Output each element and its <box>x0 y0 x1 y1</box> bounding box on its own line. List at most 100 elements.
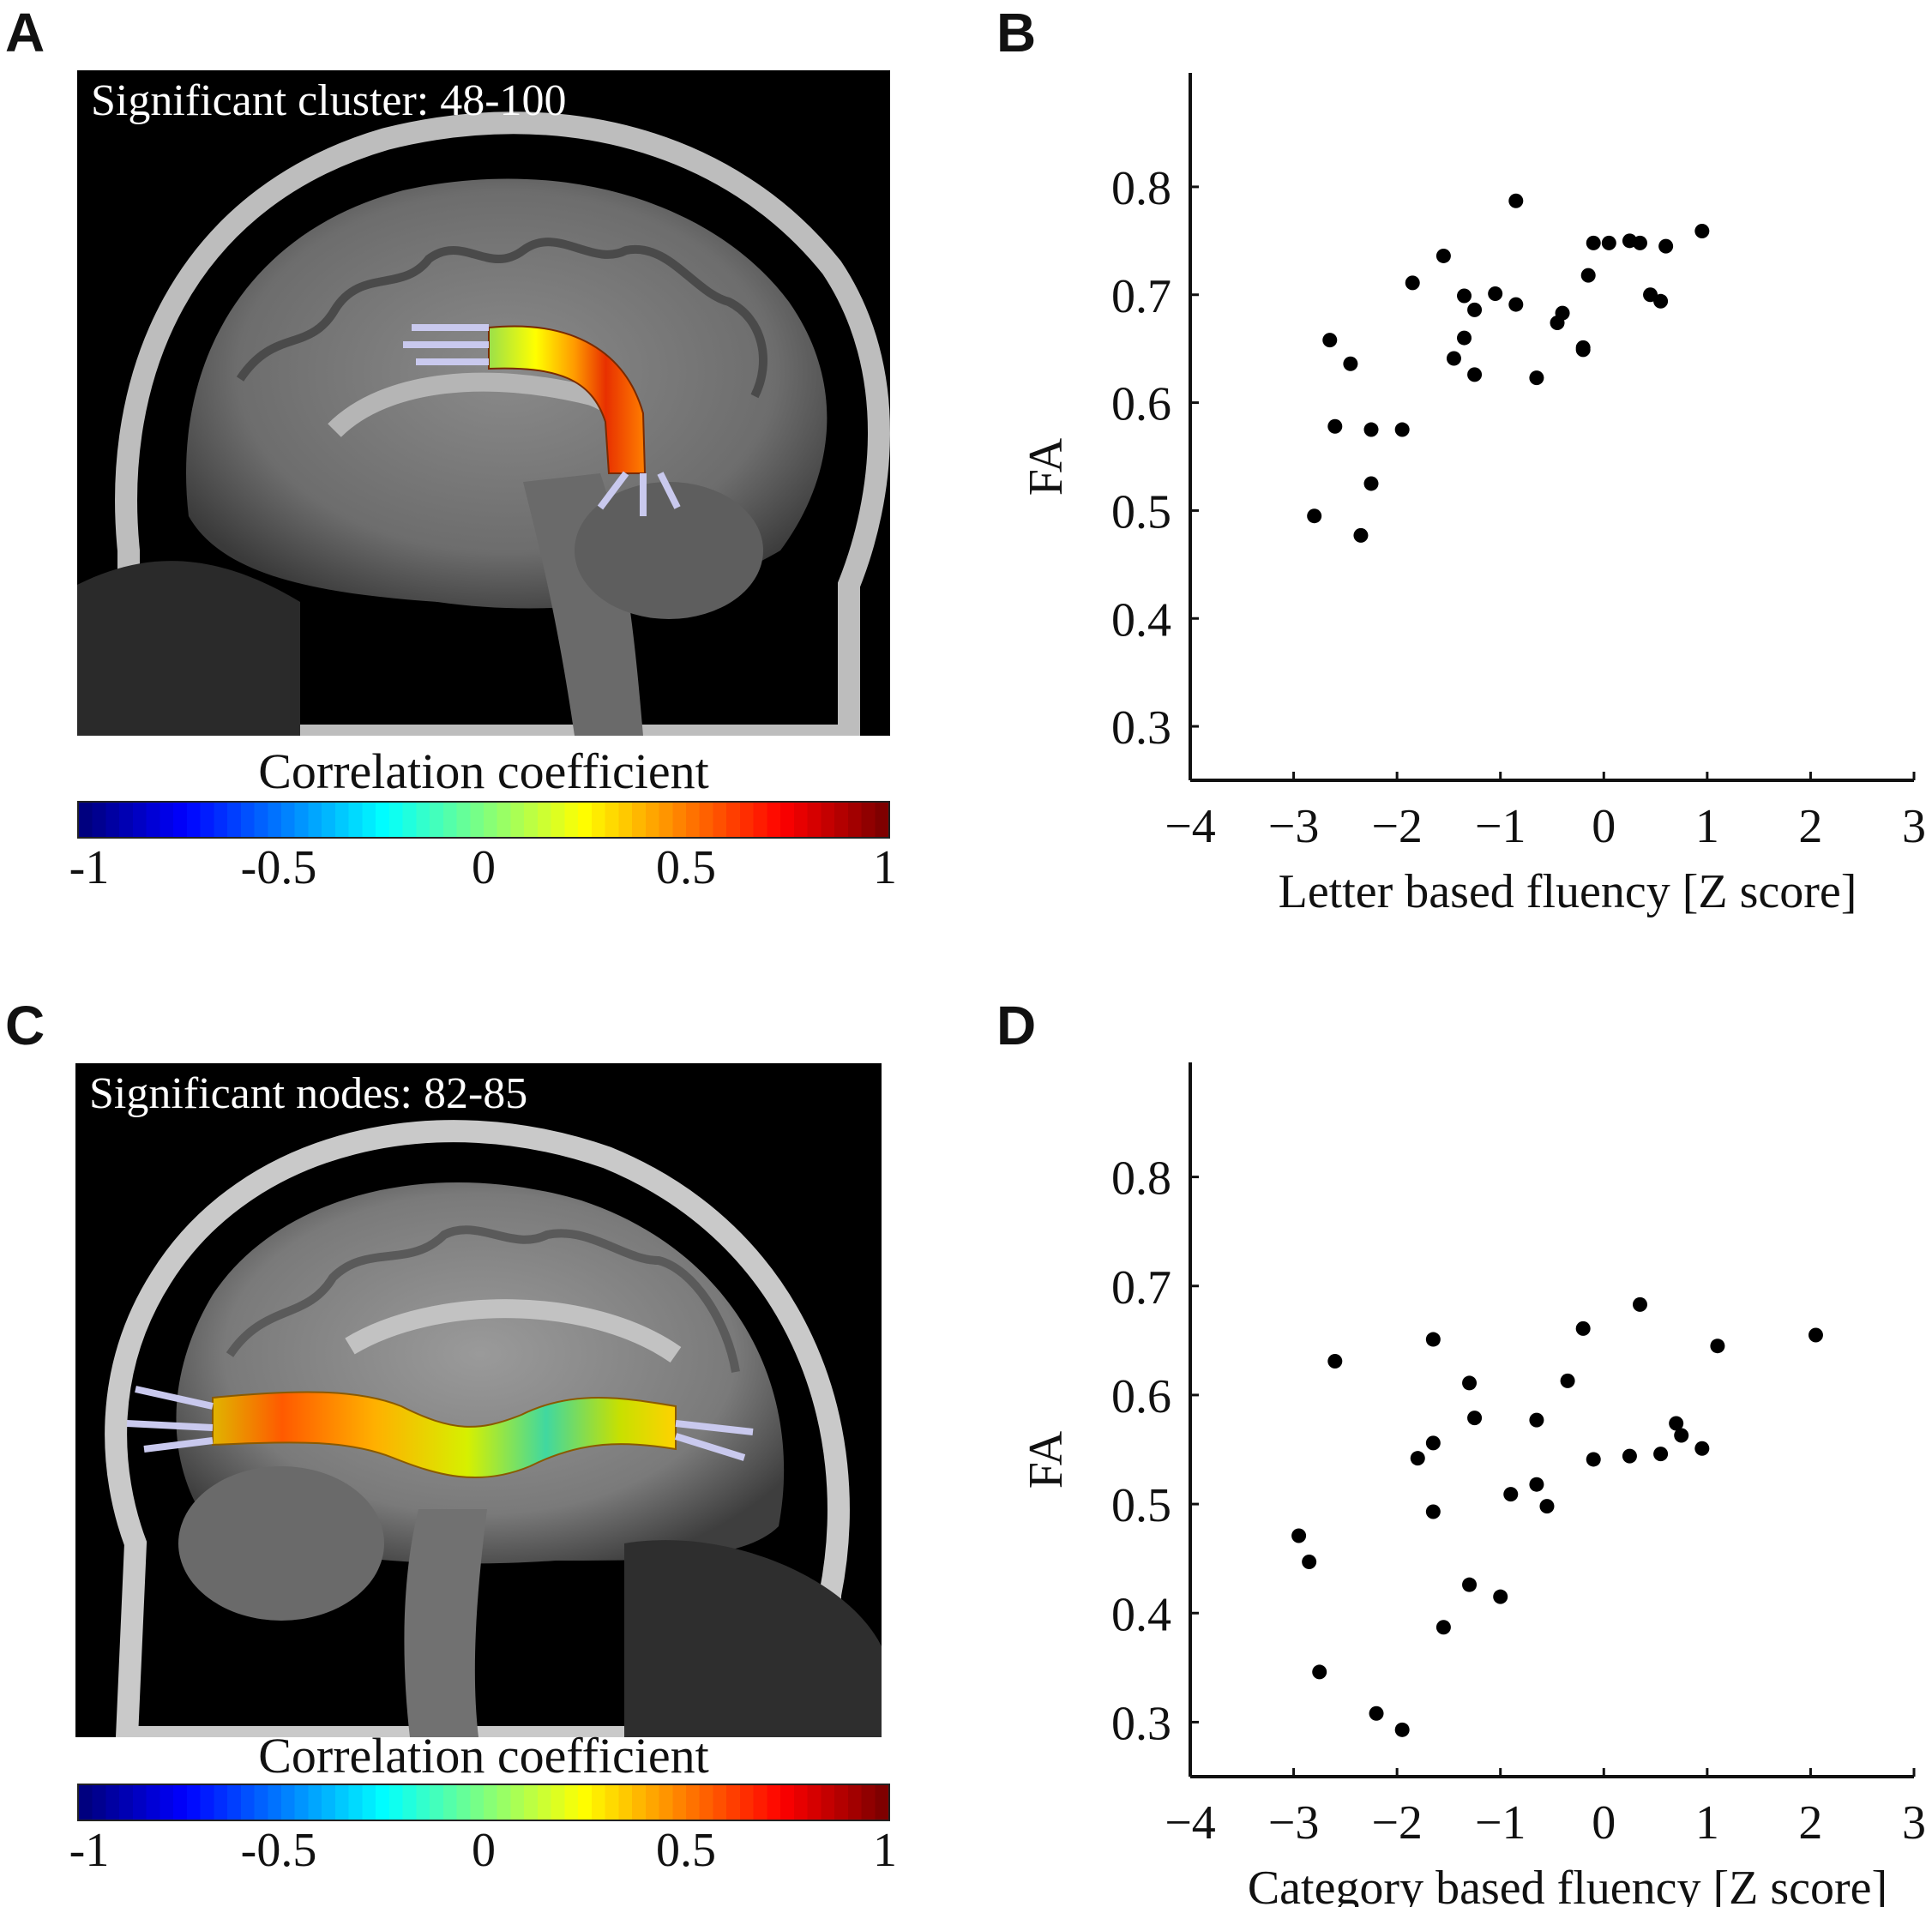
mri-sagittal-image-c: Significant nodes: 82-85 <box>75 1063 882 1737</box>
data-point <box>1435 1620 1451 1635</box>
skull-outline-c <box>105 1120 850 1737</box>
data-point <box>1710 1339 1725 1354</box>
data-point <box>1694 224 1710 239</box>
y-tick-label: 0.8 <box>1111 1152 1171 1206</box>
x-axis-label: Letter based fluency [Z score] <box>1279 865 1857 918</box>
data-point <box>1488 286 1503 301</box>
x-tick-label: −4 <box>1165 1796 1216 1850</box>
x-tick-label: 1 <box>1695 800 1719 853</box>
data-point <box>1529 1412 1544 1428</box>
data-point <box>1302 1554 1317 1569</box>
mri-caption-a: Significant cluster: 48-100 <box>91 76 567 125</box>
data-point <box>1632 1296 1647 1312</box>
data-point <box>1291 1528 1307 1543</box>
data-point <box>1343 356 1358 371</box>
data-point <box>1457 330 1472 346</box>
colorbar-title-a: Correlation coefficient <box>258 743 709 799</box>
colorbar-tick-label: 1 <box>873 1824 897 1877</box>
y-tick-label: 0.4 <box>1111 1588 1171 1641</box>
data-point <box>1462 1375 1478 1391</box>
x-tick-label: 3 <box>1902 800 1926 853</box>
data-point <box>1353 527 1369 543</box>
data-point <box>1425 1332 1441 1347</box>
y-tick-label: 0.3 <box>1111 1697 1171 1750</box>
face-region-c <box>624 1540 882 1737</box>
data-point <box>1405 275 1420 291</box>
y-tick-label: 0.7 <box>1111 1261 1171 1314</box>
data-point <box>1312 1664 1327 1680</box>
fiber-streamlines-c <box>126 1386 754 1461</box>
colorbar-a <box>77 801 890 839</box>
y-tick-label: 0.4 <box>1111 593 1171 647</box>
x-tick-label: 2 <box>1798 800 1822 853</box>
data-point <box>1560 1373 1575 1388</box>
data-point <box>1369 1705 1384 1721</box>
y-tick-label: 0.6 <box>1111 1370 1171 1423</box>
colorbar-tick-label: -0.5 <box>240 841 317 894</box>
data-point <box>1669 1416 1684 1431</box>
x-axis-label: Category based fluency [Z score] <box>1248 1862 1887 1907</box>
panel-d-letter: D <box>996 995 1037 1056</box>
data-point <box>1586 235 1601 250</box>
data-point <box>1457 288 1472 304</box>
data-point <box>1508 297 1524 312</box>
data-point <box>1653 1447 1669 1462</box>
colorbar-tick-label: 1 <box>873 841 897 894</box>
colorbar-tick-label: 0 <box>472 1824 496 1877</box>
panel-c-letter: C <box>5 995 45 1056</box>
colorbar-tick-label: 0 <box>472 841 496 894</box>
y-tick-label: 0.8 <box>1111 162 1171 215</box>
data-point <box>1425 1504 1441 1519</box>
data-point <box>1508 193 1524 208</box>
data-point <box>1539 1499 1555 1514</box>
data-point <box>1327 1353 1343 1369</box>
colorbar-c <box>77 1784 890 1821</box>
data-point <box>1493 1589 1508 1604</box>
y-tick-label: 0.5 <box>1111 485 1171 538</box>
data-point <box>1808 1327 1823 1343</box>
gyri-pattern-a <box>236 238 767 399</box>
data-point <box>1467 367 1483 382</box>
data-point <box>1658 238 1674 254</box>
cerebellum-c <box>178 1466 384 1621</box>
y-axis-label: FA <box>1020 437 1073 496</box>
data-point <box>1327 418 1343 434</box>
data-point <box>1555 305 1570 321</box>
mri-sagittal-image-a: Significant cluster: 48-100 <box>77 70 890 736</box>
data-point <box>1363 476 1379 491</box>
data-point <box>1467 302 1483 317</box>
data-point <box>1575 340 1591 355</box>
x-tick-label: −4 <box>1165 800 1216 853</box>
colorbar-tick-label: -1 <box>69 1824 110 1877</box>
data-point <box>1307 508 1322 524</box>
fiber-tract-c <box>212 1391 677 1479</box>
data-point <box>1622 1448 1637 1464</box>
data-point <box>1503 1487 1519 1502</box>
data-point <box>1322 333 1338 348</box>
data-point <box>1529 1477 1544 1492</box>
scatter-plot-b: −4 −3 −2 −1 0 1 2 3 0.3 0.4 0.5 0.6 0.7 0.8 Letter bas… <box>1020 73 1926 918</box>
x-tick-label: −3 <box>1268 1796 1320 1850</box>
panel-b-letter: B <box>996 2 1037 63</box>
fiber-streamlines-a <box>403 324 681 516</box>
gyri-pattern-c <box>226 1225 740 1373</box>
colorbar-tick-label: -1 <box>69 841 110 894</box>
colorbar-title-c: Correlation coefficient <box>258 1728 709 1784</box>
data-point <box>1694 1441 1710 1456</box>
y-axis-label: FA <box>1020 1430 1073 1489</box>
colorbar-tick-label: 0.5 <box>656 1824 716 1877</box>
data-point <box>1580 268 1596 283</box>
x-tick-label: 0 <box>1592 1796 1616 1850</box>
colorbar-tick-label: -0.5 <box>240 1824 317 1877</box>
data-point <box>1529 370 1544 386</box>
data-point <box>1467 1411 1483 1426</box>
x-tick-label: −2 <box>1371 1796 1423 1850</box>
face-region-a <box>77 561 300 736</box>
x-tick-label: 0 <box>1592 800 1616 853</box>
colorbar-tick-label: 0.5 <box>656 841 716 894</box>
x-tick-label: −2 <box>1371 800 1423 853</box>
data-point <box>1653 293 1669 309</box>
data-point <box>1435 248 1451 263</box>
data-point <box>1446 351 1461 366</box>
